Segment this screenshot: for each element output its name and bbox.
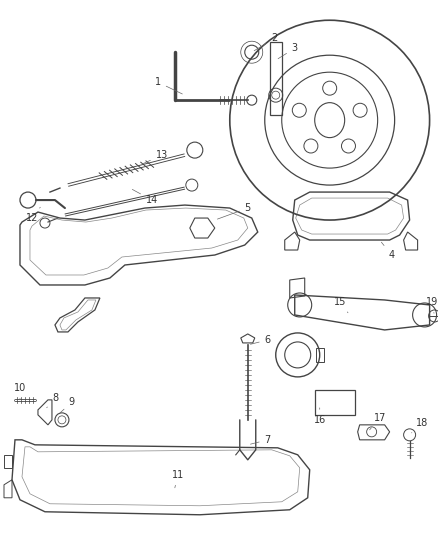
Text: 3: 3 [278, 43, 298, 59]
Text: 10: 10 [14, 383, 26, 400]
Text: 11: 11 [172, 470, 184, 488]
Text: 5: 5 [217, 203, 251, 219]
Text: 13: 13 [142, 150, 168, 164]
Text: 19: 19 [425, 297, 438, 313]
Text: 14: 14 [132, 189, 158, 205]
Text: 4: 4 [381, 242, 395, 260]
Text: 17: 17 [370, 413, 386, 430]
Text: 8: 8 [47, 393, 58, 408]
Text: 1: 1 [155, 77, 182, 94]
Text: 7: 7 [251, 435, 271, 445]
Text: 6: 6 [251, 335, 271, 345]
Text: 18: 18 [412, 418, 428, 433]
Text: 2: 2 [254, 33, 278, 51]
Text: 12: 12 [26, 207, 40, 223]
Text: 9: 9 [60, 397, 75, 413]
Text: 15: 15 [333, 297, 348, 313]
Text: 16: 16 [314, 408, 326, 425]
